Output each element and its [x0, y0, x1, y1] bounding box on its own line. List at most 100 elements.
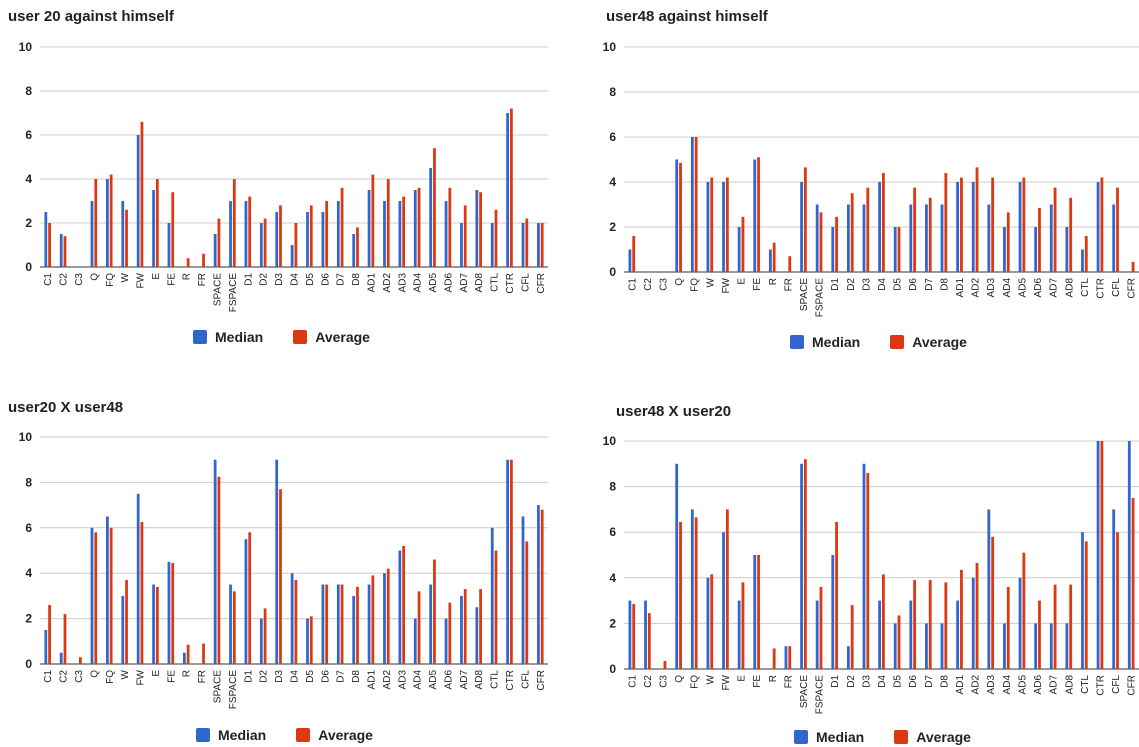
- chart-legend: Median Average: [794, 729, 971, 745]
- x-tick-label: D1: [243, 670, 254, 683]
- x-tick-label: D6: [908, 675, 919, 688]
- average-bar: [960, 569, 963, 669]
- average-bar: [125, 580, 128, 664]
- x-tick-label: D2: [846, 675, 857, 688]
- average-bar: [897, 615, 901, 669]
- x-tick-label: CTR: [505, 273, 516, 294]
- median-bar: [1049, 623, 1053, 669]
- average-bar: [155, 179, 159, 267]
- median-bar: [628, 249, 632, 272]
- average-bar: [928, 580, 932, 669]
- average-bar: [356, 586, 359, 664]
- median-bar: [1003, 623, 1006, 669]
- median-bar: [1065, 227, 1069, 272]
- x-tick-label: CFR: [1127, 278, 1138, 299]
- x-tick-label: E: [737, 675, 748, 682]
- average-bar: [125, 209, 128, 267]
- y-tick-label: 8: [25, 84, 32, 98]
- average-bar: [1022, 177, 1026, 272]
- y-tick-label: 6: [25, 128, 32, 142]
- median-bar: [321, 584, 325, 664]
- x-tick-label: FSPACE: [228, 273, 239, 313]
- median-bar: [106, 516, 109, 664]
- legend-label-median: Median: [215, 329, 264, 345]
- legend-label-median: Median: [816, 729, 865, 745]
- average-bar: [694, 137, 698, 272]
- legend-label-average: Average: [315, 329, 370, 345]
- y-tick-label: 6: [609, 525, 616, 539]
- average-bar: [725, 177, 729, 272]
- average-bar: [417, 187, 421, 267]
- x-tick-label: AD8: [1064, 278, 1075, 298]
- median-bar: [336, 584, 340, 664]
- average-bar: [819, 586, 823, 669]
- average-bar: [540, 509, 544, 664]
- x-tick-label: D3: [861, 675, 872, 688]
- average-bar: [632, 236, 636, 272]
- x-tick-label: FQ: [690, 278, 701, 292]
- median-bar: [413, 618, 417, 664]
- x-tick-label: FR: [197, 670, 208, 683]
- average-bar: [479, 192, 482, 267]
- average-legend-swatch: [890, 335, 905, 349]
- average-bar: [710, 574, 714, 669]
- median-bar: [862, 463, 866, 669]
- median-bar: [753, 555, 757, 669]
- median-bar: [229, 201, 232, 267]
- average-bar: [140, 522, 144, 664]
- x-tick-label: AD6: [443, 670, 454, 690]
- x-tick-label: D5: [893, 675, 904, 688]
- x-tick-label: C2: [59, 273, 70, 286]
- average-bar: [202, 643, 205, 664]
- average-bar: [540, 223, 544, 267]
- x-tick-label: W: [705, 674, 716, 684]
- y-tick-label: 0: [609, 265, 616, 279]
- average-bar: [63, 614, 67, 664]
- average-bar: [48, 223, 51, 267]
- average-bar: [433, 148, 436, 267]
- average-bar: [850, 605, 854, 669]
- median-bar: [1127, 441, 1131, 669]
- median-bar: [737, 600, 741, 669]
- x-tick-label: AD2: [382, 273, 393, 293]
- median-bar: [706, 577, 710, 669]
- x-tick-label: AD8: [1064, 675, 1075, 695]
- median-bar: [59, 234, 63, 267]
- average-bar: [1069, 584, 1073, 669]
- average-bar: [788, 646, 792, 669]
- y-tick-label: 0: [25, 657, 32, 671]
- average-bar: [63, 236, 67, 267]
- x-tick-label: R: [182, 670, 193, 677]
- x-tick-label: AD7: [459, 670, 470, 690]
- median-bar: [352, 234, 356, 267]
- median-bar: [290, 573, 294, 664]
- median-bar: [521, 516, 525, 664]
- average-bar: [1116, 532, 1119, 669]
- average-bar: [632, 604, 636, 669]
- median-bar: [628, 600, 632, 669]
- x-tick-label: AD4: [413, 273, 424, 293]
- median-bar: [1003, 227, 1006, 272]
- average-bar: [866, 472, 870, 669]
- average-bar: [294, 580, 298, 664]
- average-bar: [1131, 261, 1135, 272]
- median-bar: [306, 212, 309, 267]
- median-bar: [675, 159, 679, 272]
- median-bar: [44, 212, 48, 267]
- chart-panel-user48-x-user20: user48 X user20 0 2 4 6 8 10 C1 C2 C3 Q FQ W FW E FE R F…: [580, 390, 1139, 747]
- average-bar: [1084, 541, 1088, 669]
- x-tick-label: D4: [290, 670, 301, 683]
- average-bar: [679, 521, 682, 669]
- median-bar: [121, 595, 125, 664]
- y-tick-label: 4: [609, 175, 616, 189]
- average-bar: [725, 509, 729, 669]
- median-bar: [383, 201, 386, 267]
- average-bar: [991, 536, 995, 669]
- average-bar: [494, 209, 498, 267]
- average-bar: [913, 580, 917, 669]
- x-tick-label: CTL: [1080, 278, 1091, 297]
- chart-panel-user20-x-user48: user20 X user48 0 2 4 6 8 10 C1 C2 C3 Q FQ W FW E FE R F…: [0, 390, 560, 747]
- x-tick-label: CFR: [536, 273, 547, 294]
- median-bar: [475, 190, 479, 267]
- bar-chart: 0 2 4 6 8 10 C1 C2 C3 Q FQ W FW E FE R FR SPACE FSPACE D1 D2…: [19, 430, 548, 709]
